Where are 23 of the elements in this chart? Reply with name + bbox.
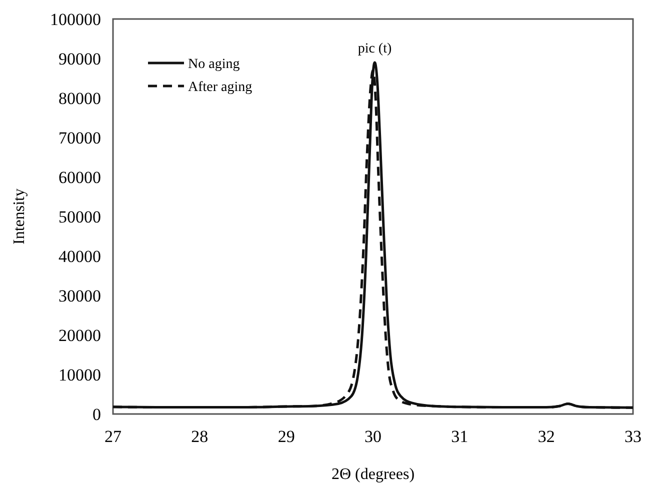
x-tick-label: 33: [624, 427, 642, 446]
y-tick-label: 20000: [58, 326, 101, 345]
x-tick-label: 30: [364, 427, 382, 446]
y-tick-label: 70000: [58, 128, 101, 148]
x-tick-label: 27: [104, 427, 122, 446]
y-tick-label: 40000: [58, 246, 101, 266]
y-tick-label: 60000: [58, 168, 101, 187]
x-tick-label: 31: [451, 427, 468, 446]
legend-label: No aging: [188, 56, 240, 72]
y-tick-label: 10000: [58, 365, 101, 384]
y-tick-label: 100000: [50, 10, 101, 29]
y-tick-label: 50000: [58, 207, 101, 226]
y-tick-label: 80000: [58, 88, 101, 108]
y-tick-label: 0: [92, 404, 101, 424]
x-tick-label: 32: [538, 427, 555, 446]
x-tick-label: 28: [191, 427, 208, 446]
y-tick-label: 90000: [58, 49, 101, 68]
y-axis-title: Intensity: [11, 188, 28, 244]
annotation: pic (t): [358, 41, 392, 56]
x-tick-label: 29: [278, 427, 295, 446]
legend-label: After aging: [188, 80, 252, 95]
x-axis-title: 2Θ (degrees): [331, 466, 415, 483]
y-tick-label: 30000: [58, 286, 101, 306]
